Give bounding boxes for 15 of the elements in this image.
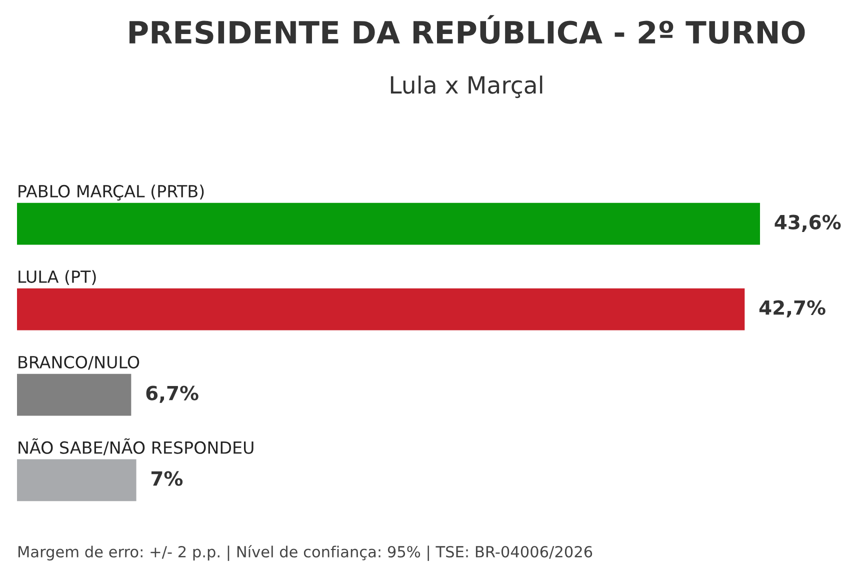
bar bbox=[17, 202, 760, 245]
chart-subtitle: Lula x Marçal bbox=[390, 76, 542, 98]
y-tick-label: NÃO SABE/NÃO RESPONDEU bbox=[18, 438, 254, 456]
data-label: 7% bbox=[151, 471, 183, 486]
y-tick-label: LULA (PT) bbox=[18, 270, 96, 285]
y-tick-label: BRANCO/NULO bbox=[18, 356, 140, 370]
bar bbox=[17, 459, 136, 502]
data-label: 42,7% bbox=[759, 300, 826, 318]
data-label: 6,7% bbox=[146, 386, 198, 403]
bar bbox=[17, 288, 745, 330]
text: Margem de erro: +/- 2 p.p. | Nível de confiança: 95% | TSE: BR-04006/2026 bbox=[18, 545, 592, 561]
y-tick-label: PABLO MARÇAL (PRTB) bbox=[18, 184, 204, 201]
data-label: 43,6% bbox=[774, 214, 841, 232]
chart-title: PRESIDENTE DA REPÚBLICA - 2º TURNO bbox=[130, 15, 805, 44]
bar bbox=[17, 374, 132, 416]
